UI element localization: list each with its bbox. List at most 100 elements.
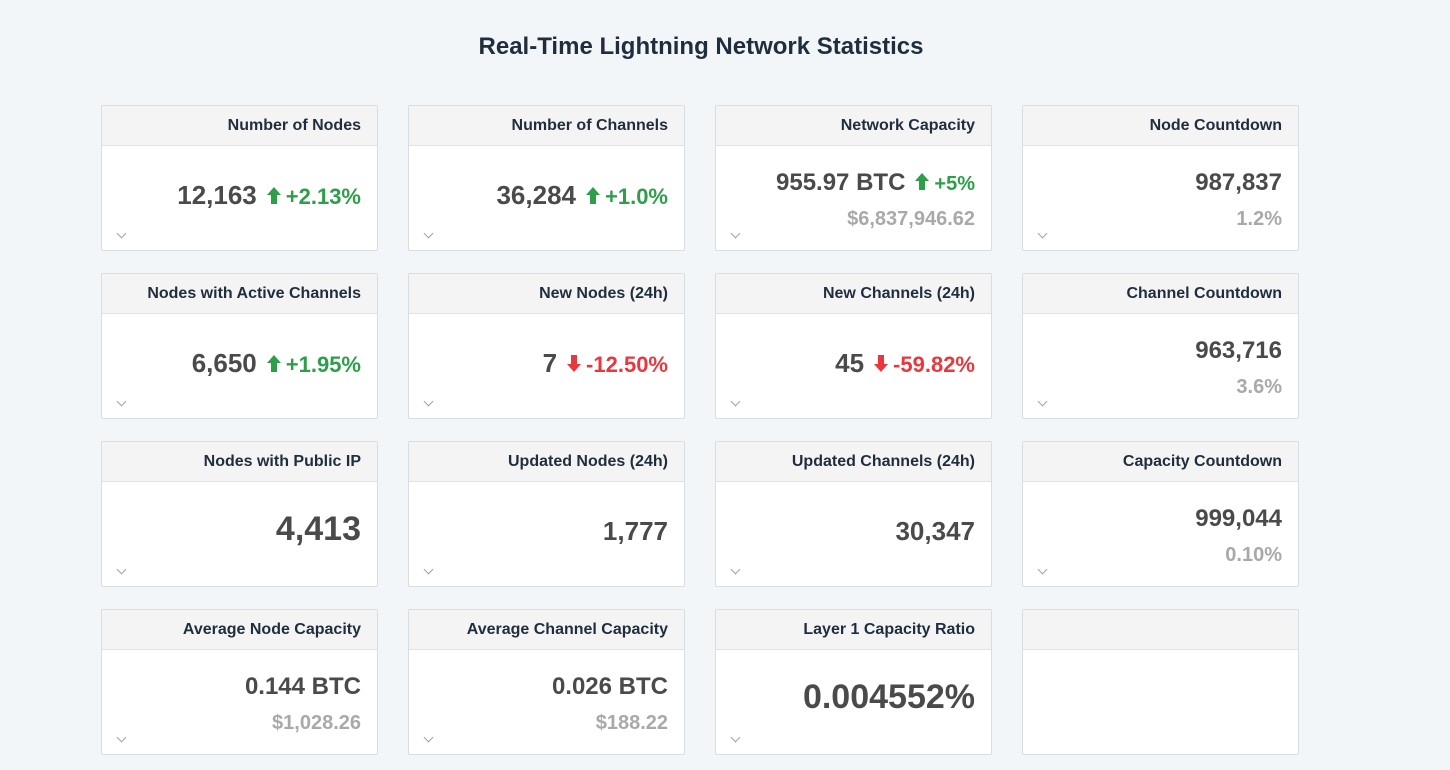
- stat-value: 6,650: [191, 348, 257, 378]
- stat-value: 0.144 BTC: [244, 673, 361, 700]
- chevron-down-icon[interactable]: [731, 398, 741, 408]
- card-title: Number of Nodes: [102, 106, 377, 146]
- stat-value: 36,284: [496, 180, 576, 210]
- stat-value: 999,044: [1195, 505, 1282, 532]
- stat-card-avg-node-capacity: Average Node Capacity 0.144 BTC $1,028.2…: [101, 609, 378, 755]
- stats-grid: Number of Nodes 12,163 +2.13% Number of C…: [101, 105, 1299, 755]
- stat-value: 4,413: [275, 510, 361, 548]
- stat-subvalue: 0.10%: [1225, 544, 1282, 566]
- stat-delta: +5%: [915, 173, 975, 195]
- card-body: 0.144 BTC $1,028.26: [102, 650, 361, 754]
- card-body: 30,347: [716, 482, 975, 586]
- chevron-down-icon[interactable]: [117, 566, 127, 576]
- card-body: 4,413: [102, 482, 361, 586]
- stat-subvalue: $1,028.26: [272, 712, 361, 734]
- stat-delta: +1.95%: [266, 352, 361, 377]
- card-body: 999,044 0.10%: [1023, 482, 1282, 586]
- stat-value: 0.004552%: [802, 678, 975, 716]
- card-title: Network Capacity: [716, 106, 991, 146]
- card-body: 6,650 +1.95%: [102, 314, 361, 418]
- card-title: Updated Channels (24h): [716, 442, 991, 482]
- arrow-up-icon: [266, 187, 281, 205]
- card-body: 987,837 1.2%: [1023, 146, 1282, 250]
- delta-text: +5%: [934, 173, 975, 195]
- stat-card-updated-channels: Updated Channels (24h) 30,347: [715, 441, 992, 587]
- arrow-up-icon: [915, 173, 930, 191]
- chevron-down-icon[interactable]: [424, 566, 434, 576]
- delta-text: +1.0%: [605, 184, 668, 209]
- card-title: Average Node Capacity: [102, 610, 377, 650]
- chevron-down-icon[interactable]: [117, 398, 127, 408]
- stat-value: 0.026 BTC: [551, 673, 668, 700]
- card-title: Layer 1 Capacity Ratio: [716, 610, 991, 650]
- card-title: Average Channel Capacity: [409, 610, 684, 650]
- delta-text: -59.82%: [893, 352, 975, 377]
- card-title: New Nodes (24h): [409, 274, 684, 314]
- delta-text: +2.13%: [285, 184, 361, 209]
- delta-text: +1.95%: [285, 352, 361, 377]
- chevron-down-icon[interactable]: [1038, 230, 1048, 240]
- stat-value: 30,347: [895, 516, 975, 546]
- arrow-down-icon: [567, 355, 582, 373]
- stat-card-new-channels: New Channels (24h) 45 -59.82%: [715, 273, 992, 419]
- stat-subvalue: $6,837,946.62: [847, 208, 975, 230]
- stat-card-number-of-channels: Number of Channels 36,284 +1.0%: [408, 105, 685, 251]
- card-body: 955.97 BTC +5% $6,837,946.62: [716, 146, 975, 250]
- card-body: 0.004552%: [716, 650, 975, 754]
- chevron-down-icon[interactable]: [117, 230, 127, 240]
- chevron-down-icon[interactable]: [1038, 566, 1048, 576]
- stat-card-capacity-countdown: Capacity Countdown 999,044 0.10%: [1022, 441, 1299, 587]
- stat-card-number-of-nodes: Number of Nodes 12,163 +2.13%: [101, 105, 378, 251]
- stat-value: 1,777: [602, 516, 668, 546]
- stat-card-channel-countdown: Channel Countdown 963,716 3.6%: [1022, 273, 1299, 419]
- page-title: Real-Time Lightning Network Statistics: [478, 33, 924, 60]
- chevron-down-icon[interactable]: [117, 734, 127, 744]
- stat-card-public-ip: Nodes with Public IP 4,413: [101, 441, 378, 587]
- card-title: Node Countdown: [1023, 106, 1298, 146]
- card-title: Number of Channels: [409, 106, 684, 146]
- stat-card-empty: [1022, 609, 1299, 755]
- chevron-down-icon[interactable]: [731, 566, 741, 576]
- card-body: 7 -12.50%: [409, 314, 668, 418]
- card-body: 36,284 +1.0%: [409, 146, 668, 250]
- stat-card-network-capacity: Network Capacity 955.97 BTC +5% $6,837,94…: [715, 105, 992, 251]
- chevron-down-icon[interactable]: [424, 734, 434, 744]
- card-body: 1,777: [409, 482, 668, 586]
- card-body: 963,716 3.6%: [1023, 314, 1282, 418]
- chevron-down-icon[interactable]: [731, 230, 741, 240]
- chevron-down-icon[interactable]: [424, 398, 434, 408]
- delta-text: -12.50%: [586, 352, 668, 377]
- stat-card-avg-channel-capacity: Average Channel Capacity 0.026 BTC $188.…: [408, 609, 685, 755]
- card-title: Nodes with Active Channels: [102, 274, 377, 314]
- stat-card-node-countdown: Node Countdown 987,837 1.2%: [1022, 105, 1299, 251]
- chevron-down-icon[interactable]: [1038, 398, 1048, 408]
- card-title: Nodes with Public IP: [102, 442, 377, 482]
- card-title: Capacity Countdown: [1023, 442, 1298, 482]
- card-body: 0.026 BTC $188.22: [409, 650, 668, 754]
- arrow-up-icon: [586, 187, 600, 205]
- stat-card-layer1-ratio: Layer 1 Capacity Ratio 0.004552%: [715, 609, 992, 755]
- arrow-up-icon: [266, 355, 281, 373]
- stat-card-updated-nodes: Updated Nodes (24h) 1,777: [408, 441, 685, 587]
- stat-card-active-nodes: Nodes with Active Channels 6,650 +1.95%: [101, 273, 378, 419]
- card-title: New Channels (24h): [716, 274, 991, 314]
- card-title: Updated Nodes (24h): [409, 442, 684, 482]
- card-title: [1023, 610, 1298, 650]
- chevron-down-icon[interactable]: [731, 734, 741, 744]
- arrow-down-icon: [874, 355, 889, 373]
- stat-card-new-nodes: New Nodes (24h) 7 -12.50%: [408, 273, 685, 419]
- stat-subvalue: 3.6%: [1236, 376, 1282, 398]
- chevron-down-icon[interactable]: [424, 230, 434, 240]
- stat-value: 963,716: [1195, 337, 1282, 364]
- card-body: 45 -59.82%: [716, 314, 975, 418]
- stat-delta: -12.50%: [567, 352, 668, 377]
- stat-value: 45: [835, 348, 865, 378]
- card-body: 12,163 +2.13%: [102, 146, 361, 250]
- stat-delta: +1.0%: [586, 184, 668, 209]
- card-title: Channel Countdown: [1023, 274, 1298, 314]
- stat-subvalue: 1.2%: [1236, 208, 1282, 230]
- stat-value: 7: [542, 348, 558, 378]
- stat-value: 955.97 BTC: [776, 169, 906, 196]
- stat-delta: -59.82%: [874, 352, 975, 377]
- stat-value: 987,837: [1195, 169, 1282, 196]
